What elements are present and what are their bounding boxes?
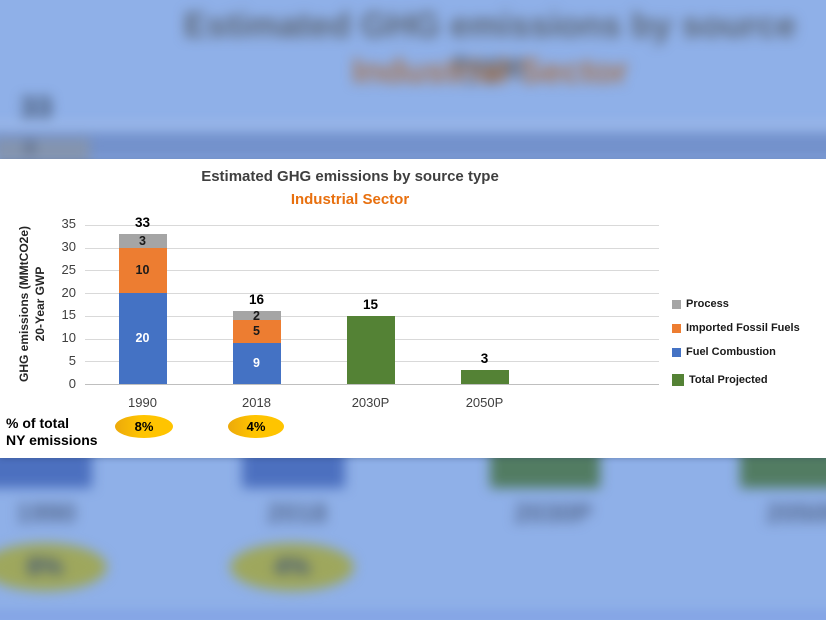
x-axis-label: 2030P xyxy=(351,395,390,410)
legend: Process Imported Fossil Fuels Fuel Combust… xyxy=(672,292,800,392)
legend-label: Fuel Combustion xyxy=(686,346,776,358)
bar-total-label: 15 xyxy=(362,296,379,312)
bg-chart-title: Estimated GHG emissions by source type xyxy=(183,6,797,85)
y-axis-tick-label: 15 xyxy=(61,307,76,323)
bg-dark-band xyxy=(0,132,826,160)
bg-x-label-2018: 2018 xyxy=(266,498,328,528)
bar-segment xyxy=(460,370,509,384)
y-axis-title-line2: 20-Year GWP xyxy=(33,266,47,342)
bar-segment: 9 xyxy=(232,343,281,384)
x-axis-label: 2018 xyxy=(242,395,271,410)
bar-segment: 2 xyxy=(232,308,281,323)
gridline xyxy=(85,247,659,249)
gridline xyxy=(85,270,659,272)
gridline xyxy=(85,225,659,226)
bar-segment-label: 10 xyxy=(135,263,150,278)
bg-chart-subtitle: Industrial Sector xyxy=(351,52,629,91)
bar-segment-label: 3 xyxy=(139,233,146,248)
bg-pct-badge-2018: 4% xyxy=(230,543,354,591)
legend-swatch xyxy=(672,299,681,309)
bg-x-label-1990: 1990 xyxy=(15,498,77,528)
y-axis-tick-label: 20 xyxy=(61,284,76,300)
legend-label: Total Projected xyxy=(689,374,768,386)
legend-item: Fuel Combustion xyxy=(672,340,800,364)
plot-area: 20 10 3 33 1990 9 5 2 16 2018 15 2030P 3 2050P xyxy=(85,215,659,410)
bar-segment-label: 9 xyxy=(253,356,260,371)
bar-segment: 3 xyxy=(118,233,167,248)
y-axis-tick-label: 35 xyxy=(61,216,76,232)
bar-segment: 10 xyxy=(118,247,167,294)
y-axis-tick-label: 30 xyxy=(61,239,76,255)
chart-title: Estimated GHG emissions by source type xyxy=(201,168,499,185)
bar-segment: 20 xyxy=(118,293,167,384)
y-axis-title-line1: GHG emissions (MMtCO2e) xyxy=(17,225,31,383)
gridline xyxy=(85,293,659,295)
bg-bar-segment-label: 3 xyxy=(24,138,35,159)
pct-of-total-line2: NY emissions xyxy=(6,432,98,448)
pct-badge-1990: 8% xyxy=(115,415,173,438)
pct-badge-2018: 4% xyxy=(228,415,284,438)
y-axis-tick-label: 5 xyxy=(68,352,76,368)
bar-segment-label: 2 xyxy=(253,308,260,323)
bg-bottom-strip xyxy=(0,612,826,620)
bar-segment xyxy=(346,315,395,384)
pct-of-total-line1: % of total xyxy=(6,415,69,431)
legend-item: Process xyxy=(672,292,800,316)
legend-swatch xyxy=(672,347,681,357)
y-axis-tick-label: 0 xyxy=(68,375,76,391)
x-axis-label: 2050P xyxy=(465,395,504,410)
gridline xyxy=(85,384,659,385)
bg-pct-badge-1990: 8% xyxy=(0,543,107,591)
bg-gridline xyxy=(0,124,826,127)
bg-bar-total-label: 33 xyxy=(20,92,53,124)
pct-of-total-label: % of total NY emissions xyxy=(6,415,98,449)
legend-label: Imported Fossil Fuels xyxy=(686,322,800,334)
legend-item: Imported Fossil Fuels xyxy=(672,316,800,340)
bar-segment-label: 20 xyxy=(135,331,150,346)
x-axis-label: 1990 xyxy=(128,395,157,410)
y-axis-tick-label: 10 xyxy=(61,330,76,346)
y-axis-tick-label: 25 xyxy=(61,261,76,277)
legend-item: Total Projected xyxy=(672,368,800,392)
chart-panel: Estimated GHG emissions by source type I… xyxy=(0,159,826,458)
bg-x-label-2030p: 2030P xyxy=(513,498,593,528)
legend-swatch xyxy=(672,374,684,386)
bar-total-label: 33 xyxy=(134,215,151,231)
bar-segment: 5 xyxy=(232,320,281,344)
chart-subtitle: Industrial Sector xyxy=(290,191,410,208)
y-axis-title: GHG emissions (MMtCO2e) 20-Year GWP xyxy=(16,174,50,434)
legend-swatch xyxy=(672,323,681,333)
bg-x-label-2050p: 2050P xyxy=(765,498,826,528)
legend-label: Process xyxy=(686,298,729,310)
bar-segment-label: 5 xyxy=(253,324,260,339)
bar-total-label: 3 xyxy=(480,351,489,367)
bar-total-label: 16 xyxy=(248,292,265,308)
